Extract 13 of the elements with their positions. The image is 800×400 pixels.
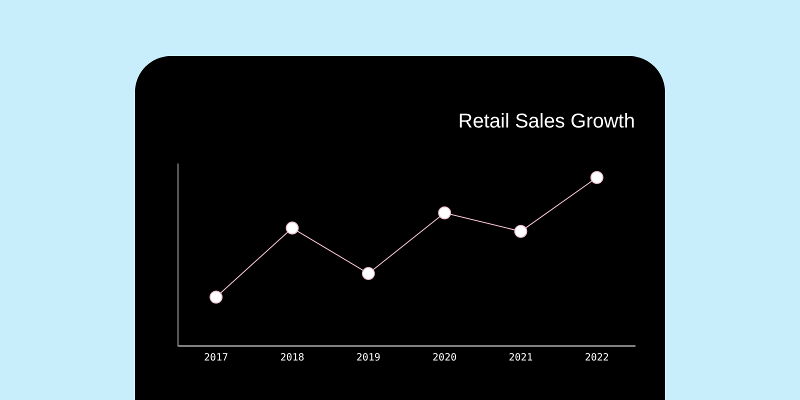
point <box>514 224 528 238</box>
point <box>210 290 223 304</box>
chart-title: Retail Sales Growth <box>458 110 635 133</box>
point <box>590 170 604 184</box>
point <box>362 267 375 280</box>
point <box>286 222 299 235</box>
point <box>438 206 452 220</box>
x-tick-label: 2018 <box>280 352 304 364</box>
x-tick-label: 2019 <box>356 352 380 364</box>
x-tick-label: 2017 <box>204 352 228 364</box>
x-tick-label: 2020 <box>432 352 457 364</box>
x-tick-label: 2022 <box>584 352 609 364</box>
x-tick-label: 2021 <box>508 352 533 364</box>
